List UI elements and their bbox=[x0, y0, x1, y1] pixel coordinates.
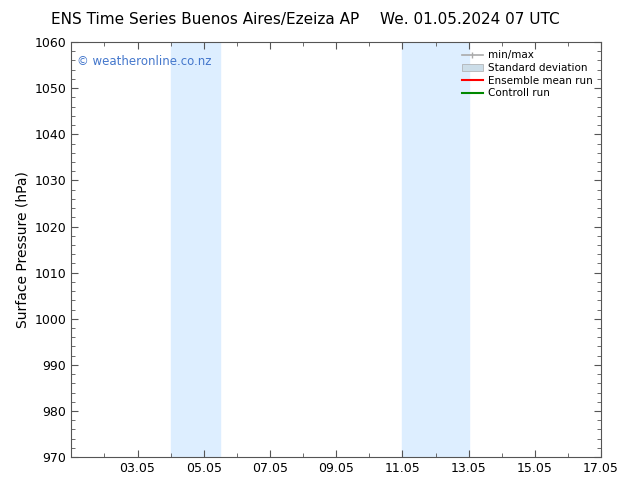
Text: © weatheronline.co.nz: © weatheronline.co.nz bbox=[77, 54, 211, 68]
Legend: min/max, Standard deviation, Ensemble mean run, Controll run: min/max, Standard deviation, Ensemble me… bbox=[459, 47, 596, 101]
Text: We. 01.05.2024 07 UTC: We. 01.05.2024 07 UTC bbox=[380, 12, 560, 27]
Text: ENS Time Series Buenos Aires/Ezeiza AP: ENS Time Series Buenos Aires/Ezeiza AP bbox=[51, 12, 359, 27]
Bar bbox=[171, 42, 220, 457]
Y-axis label: Surface Pressure (hPa): Surface Pressure (hPa) bbox=[15, 171, 29, 328]
Bar bbox=[403, 42, 469, 457]
